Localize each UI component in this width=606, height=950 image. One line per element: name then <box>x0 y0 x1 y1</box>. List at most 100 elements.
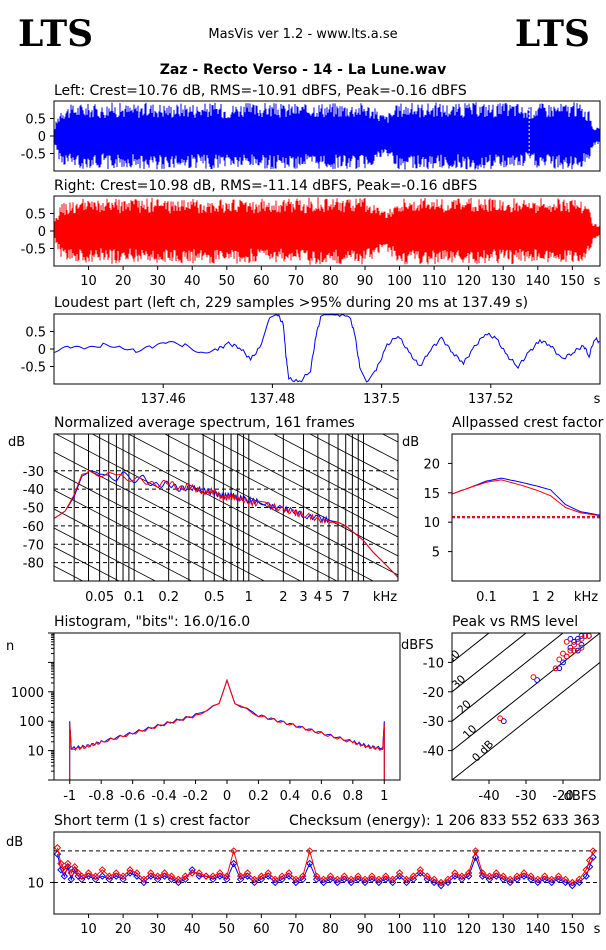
spectrum-grid <box>54 434 398 581</box>
x-tick-label: 0.5 <box>204 590 225 605</box>
y-tick-label: 0 <box>38 225 46 240</box>
waveform-left-signal <box>53 102 601 170</box>
x-tick-label: 50 <box>219 922 236 937</box>
short-term-right-point <box>451 869 459 877</box>
short-term-right-point <box>485 872 494 880</box>
x-tick-label: 1 <box>532 590 540 605</box>
short-term-left-point <box>402 878 411 887</box>
loudest-part-signal <box>54 314 600 383</box>
short-term-right-point <box>409 872 418 880</box>
y-tick-label: -0.5 <box>21 243 46 258</box>
short-term-left-point <box>458 875 466 884</box>
short-term-left-point <box>547 878 556 887</box>
short-term-crest-title: Short term (1 s) crest factor <box>54 813 250 829</box>
short-term-left-point <box>409 875 418 884</box>
x-tick-label: -0.6 <box>120 789 145 804</box>
short-term-right-point <box>133 869 141 877</box>
short-term-right-point <box>53 844 62 852</box>
peak-rms-left-point <box>560 659 566 666</box>
short-term-right-point <box>153 872 162 880</box>
spectrum-y-unit: dB <box>8 435 25 450</box>
short-term-left-point <box>257 875 266 884</box>
spectrum-slope-line <box>272 434 398 500</box>
peak-rms-right-point <box>530 674 537 680</box>
peak-rms-left-point <box>578 641 585 648</box>
short-term-left-point <box>209 875 217 884</box>
spectrum-slope-line <box>309 434 398 481</box>
x-tick-label: -30 <box>515 789 536 804</box>
short-term-right-point <box>105 872 113 880</box>
peak-vs-rms-y-unit: dBFS <box>401 638 434 653</box>
short-term-left-point <box>368 875 376 884</box>
short-term-left-point <box>437 881 445 890</box>
short-term-left-point <box>84 872 93 880</box>
x-unit-label: kHz <box>574 590 598 605</box>
crest-diagonal-label: 40 <box>444 647 463 666</box>
short-term-left-point <box>423 875 431 884</box>
short-term-right-point <box>520 869 528 877</box>
short-term-right-point <box>333 875 342 884</box>
peak-rms-right-point <box>571 641 577 648</box>
logo-right: LTS <box>515 13 590 55</box>
x-tick-label: 10 <box>80 274 97 289</box>
x-tick-label: 50 <box>219 274 236 289</box>
short-term-right-point <box>388 875 397 884</box>
x-tick-label: 20 <box>115 274 132 289</box>
short-term-right-point <box>167 872 176 880</box>
x-unit-label: s <box>594 922 601 937</box>
x-tick-label: 0.1 <box>476 590 497 605</box>
x-tick-label: 2 <box>547 590 555 605</box>
x-tick-label: 137.46 <box>140 392 186 407</box>
y-tick-label: 100 <box>19 715 44 730</box>
y-tick-label: 0 <box>38 130 46 145</box>
short-term-right-point <box>202 872 210 880</box>
x-tick-label: 80 <box>322 274 339 289</box>
spectrum-slope-line <box>55 434 338 581</box>
short-term-right-point <box>229 847 238 855</box>
y-tick-label: 0 <box>38 343 46 358</box>
crest-diagonal-label: 20 <box>455 697 474 716</box>
short-term-right-point <box>547 875 556 884</box>
short-term-right-point <box>236 872 245 880</box>
peak-rms-right-point <box>578 635 585 642</box>
peak-rms-right-point <box>552 665 559 672</box>
crest-diagonal-line <box>452 633 564 722</box>
x-tick-label: 150 <box>560 922 585 937</box>
y-tick-label: 15 <box>423 487 440 502</box>
short-term-right-point <box>57 859 65 868</box>
peak-rms-left-point <box>578 633 585 639</box>
checksum-text: Checksum (energy): 1 206 833 552 633 363 <box>289 813 600 829</box>
short-term-left-point <box>306 859 314 868</box>
short-term-right-point <box>64 859 72 868</box>
y-tick-label: -60 <box>23 520 44 535</box>
short-term-right-point <box>513 872 521 880</box>
peak-rms-right-point <box>560 650 566 657</box>
y-tick-label: -40 <box>23 483 44 498</box>
spectrum-slope-line <box>127 434 398 576</box>
logo-left: LTS <box>18 13 93 55</box>
short-term-right-point <box>582 866 590 874</box>
short-term-y-unit: dB <box>6 835 23 850</box>
short-term-left-point <box>499 875 507 884</box>
allpassed-frame <box>451 433 601 582</box>
short-term-left-point <box>229 859 238 868</box>
x-unit-label: s <box>594 274 601 289</box>
short-term-right-point <box>181 872 190 880</box>
y-tick-label: -0.5 <box>21 148 46 163</box>
crest-diagonal-line <box>452 661 600 780</box>
short-term-right-point <box>98 866 107 874</box>
x-tick-label: 120 <box>456 922 481 937</box>
spectrum-slope-line <box>163 434 398 557</box>
x-tick-label: 40 <box>184 274 201 289</box>
spectrum-slope-line <box>54 451 302 581</box>
spectrum-slope-line <box>200 434 398 538</box>
x-tick-label: 70 <box>288 274 305 289</box>
short-term-right-point <box>492 869 501 877</box>
short-term-right-point <box>188 869 196 877</box>
x-tick-label: 130 <box>491 922 516 937</box>
short-term-left-point <box>271 878 279 887</box>
short-term-right-point <box>264 869 272 877</box>
short-term-right-point <box>554 872 563 880</box>
